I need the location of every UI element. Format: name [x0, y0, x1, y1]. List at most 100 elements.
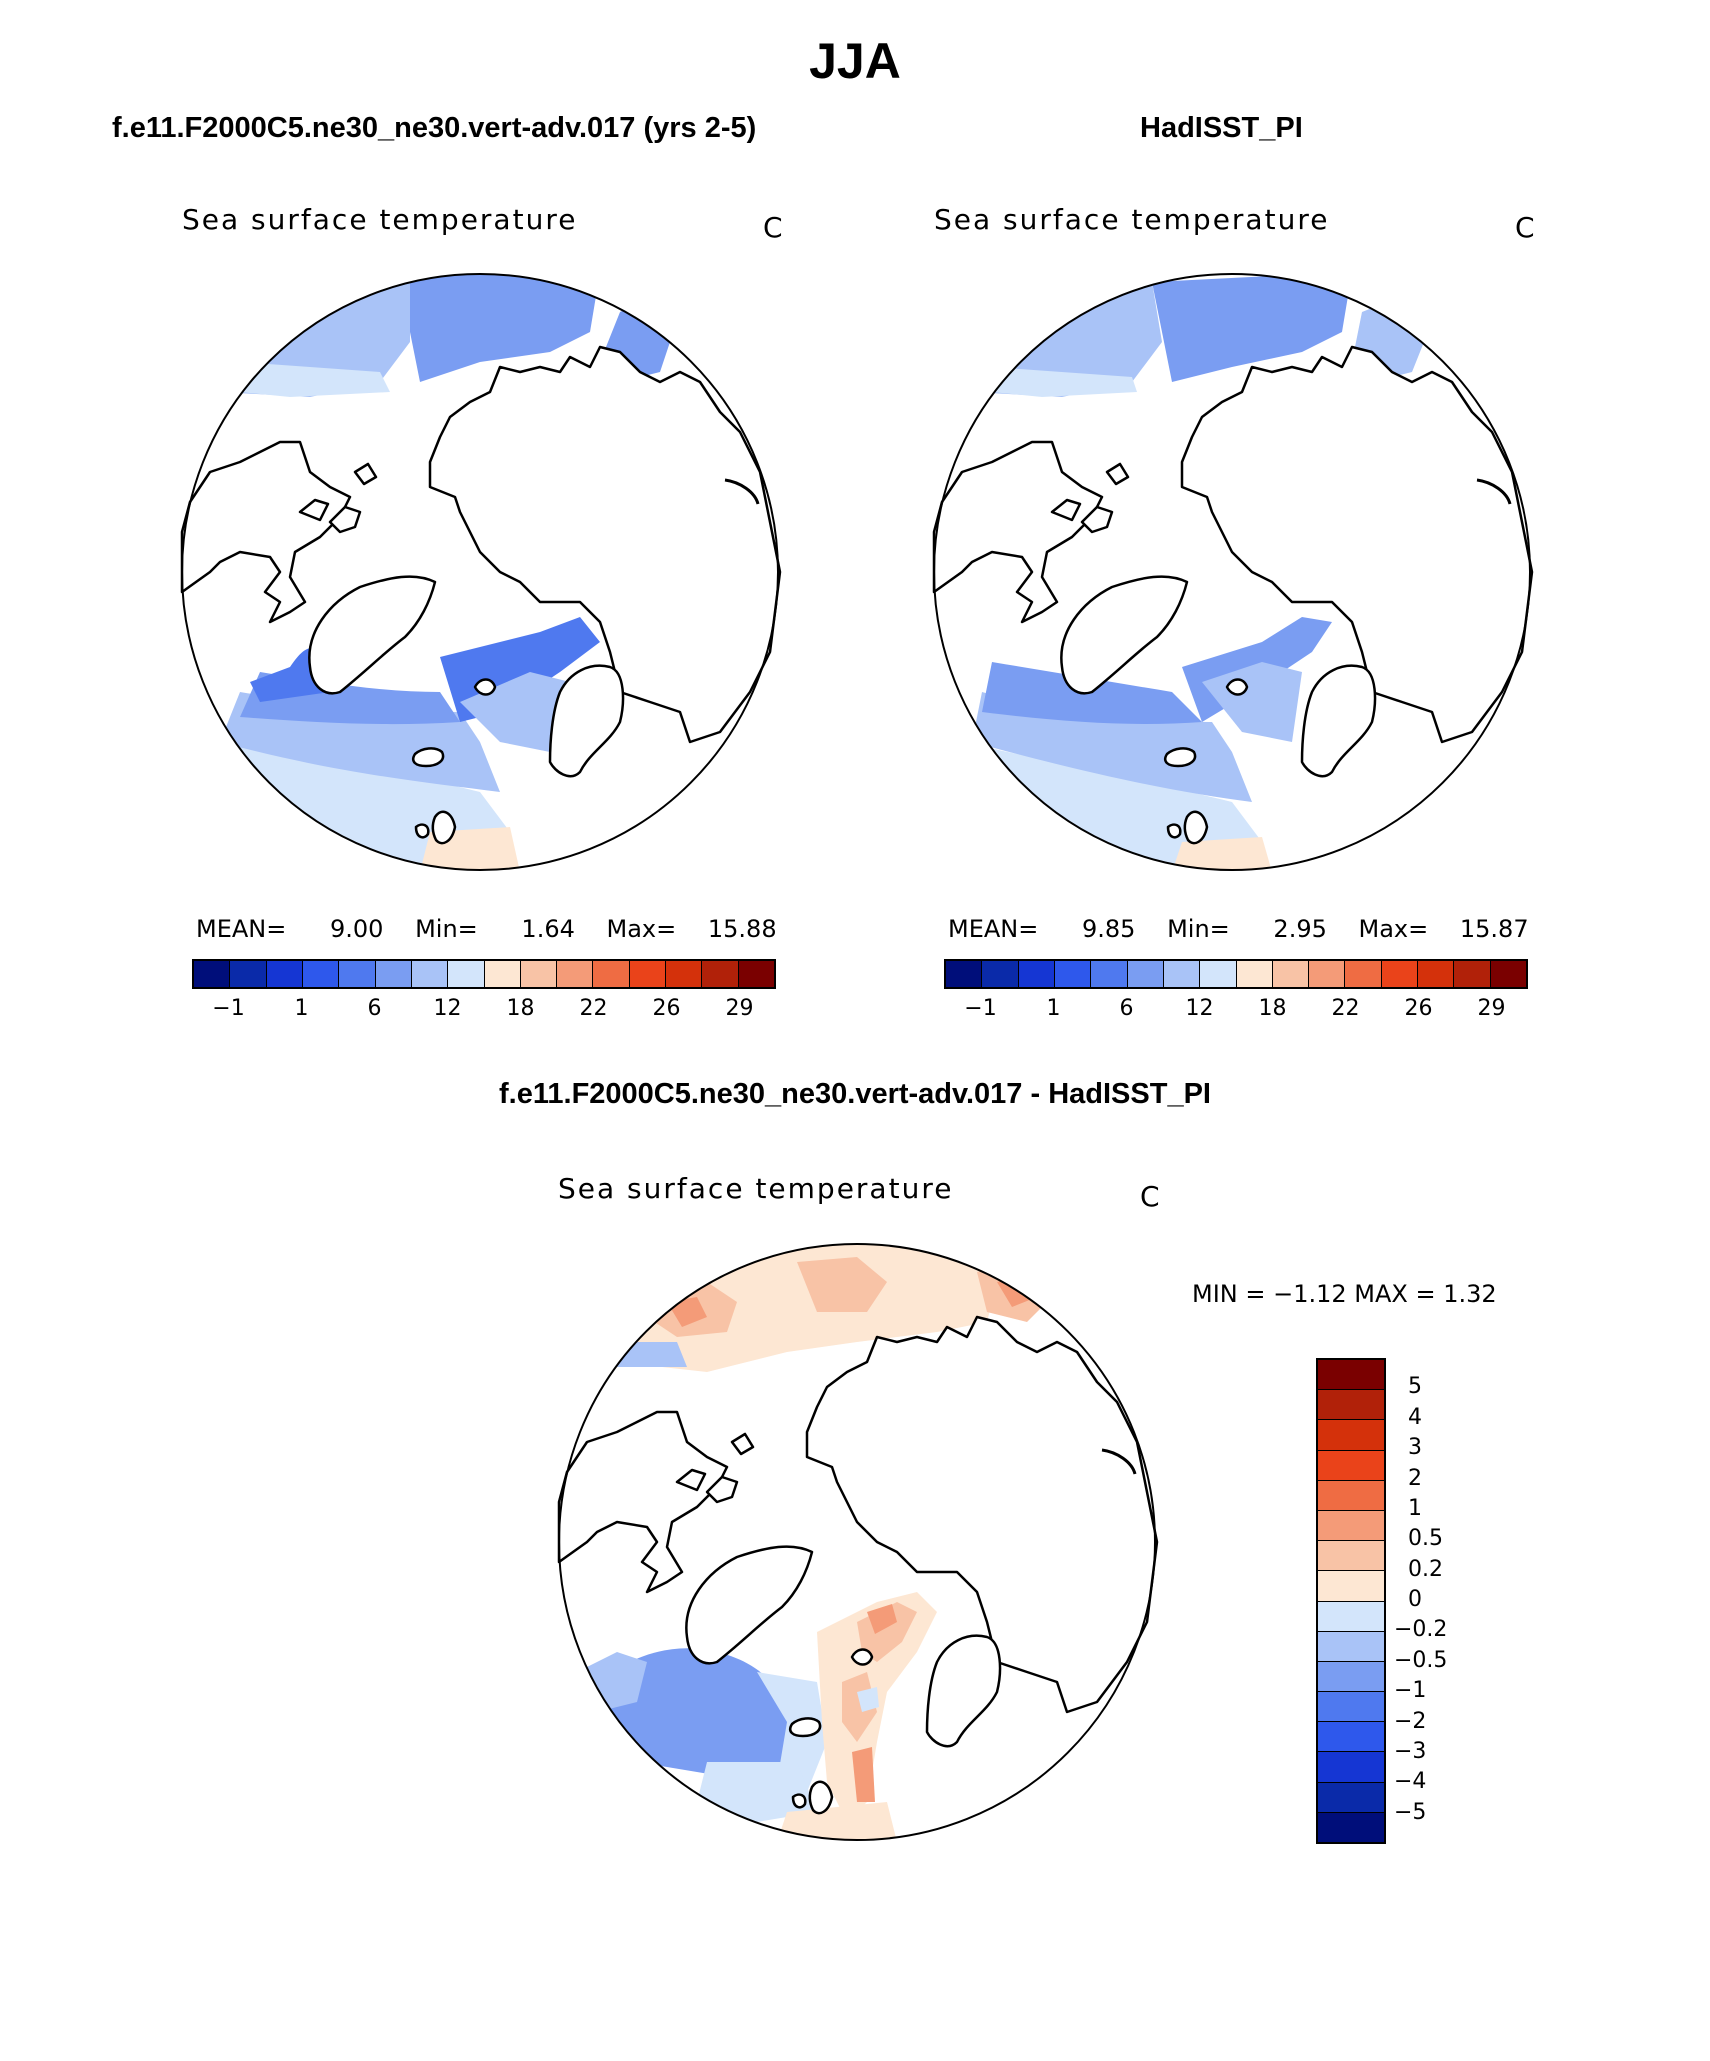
obs-colorbar-tick-label: 29 [1477, 996, 1506, 1021]
model-colorbar-swatch [448, 961, 485, 987]
model-min-value: 1.64 [521, 915, 575, 943]
model-case-title: f.e11.F2000C5.ne30_ne30.vert-adv.017 (yr… [112, 112, 757, 144]
obs-colorbar [944, 959, 1528, 989]
obs-colorbar-swatch [982, 961, 1019, 987]
model-polar-map [180, 273, 782, 871]
obs-panel-variable: Sea surface temperature [934, 203, 1330, 236]
diff-colorbar-tick-label: 0 [1408, 1587, 1422, 1612]
model-map-border [181, 273, 779, 871]
obs-max-label: Max= [1358, 915, 1429, 943]
diff-alaska-coast [1101, 1448, 1137, 1475]
diff-colorbar-swatch [1318, 1782, 1384, 1813]
diff-colorbar-tick-label: 0.2 [1408, 1556, 1443, 1582]
model-alaska-coast [724, 478, 760, 505]
obs-mean-value: 9.85 [1082, 915, 1136, 943]
diff-polar-map [557, 1243, 1159, 1841]
obs-colorbar-tick-label: 6 [1119, 996, 1134, 1021]
model-max-value: 15.88 [707, 915, 777, 943]
model-colorbar-swatch [557, 961, 594, 987]
diff-colorbar-tick-label: −3 [1394, 1738, 1427, 1764]
obs-colorbar-swatch [1200, 961, 1237, 987]
model-colorbar-swatch [266, 961, 303, 987]
model-colorbar [192, 959, 776, 989]
model-colorbar-tick-label: 26 [652, 996, 681, 1021]
obs-min-value: 2.95 [1273, 915, 1327, 943]
obs-colorbar-tick-label: 12 [1185, 996, 1214, 1021]
obs-coastlines [932, 345, 1534, 845]
diff-coastlines [557, 1315, 1159, 1815]
obs-colorbar-swatch [1454, 961, 1491, 987]
diff-colorbar-tick-label: 1 [1408, 1495, 1422, 1521]
model-colorbar-swatch [702, 961, 739, 987]
diff-colorbar-swatch [1318, 1360, 1384, 1391]
diff-case-title: f.e11.F2000C5.ne30_ne30.vert-adv.017 - H… [499, 1078, 1211, 1110]
obs-colorbar-swatch [1018, 961, 1055, 987]
diff-colorbar-tick-label: 2 [1408, 1465, 1422, 1491]
diff-colorbar-tick-label: −5 [1394, 1799, 1427, 1825]
diff-colorbar-swatch [1318, 1541, 1384, 1572]
diff-colorbar [1316, 1358, 1386, 1844]
diff-colorbar-swatch [1318, 1420, 1384, 1451]
model-colorbar-tick-label: 18 [506, 996, 535, 1021]
model-colorbar-tick-label: 12 [433, 996, 462, 1021]
model-colorbar-swatch [484, 961, 521, 987]
obs-colorbar-swatch [1381, 961, 1419, 987]
model-colorbar-swatch [520, 961, 558, 987]
diff-colorbar-tick-label: 0.5 [1408, 1526, 1443, 1552]
obs-max-value: 15.87 [1459, 915, 1529, 943]
model-panel-variable: Sea surface temperature [182, 203, 578, 236]
obs-colorbar-swatch [1127, 961, 1164, 987]
obs-colorbar-swatch [1091, 961, 1128, 987]
obs-colorbar-ticks: −1 1 6 12 18 22 26 29 [944, 996, 1528, 1026]
model-colorbar-swatch [230, 961, 267, 987]
obs-min-label: Min= [1167, 915, 1230, 943]
model-colorbar-tick-label: 29 [725, 996, 754, 1021]
model-stats: MEAN= 9.00 Min= 1.64 Max= 15.88 [196, 915, 777, 943]
obs-stats: MEAN= 9.85 Min= 2.95 Max= 15.87 [948, 915, 1529, 943]
obs-colorbar-swatch [1490, 961, 1526, 987]
model-max-label: Max= [606, 915, 677, 943]
obs-colorbar-swatch [1236, 961, 1273, 987]
diff-colorbar-swatch [1318, 1722, 1384, 1753]
model-coastlines [180, 345, 782, 845]
diff-colorbar-tick-label: −2 [1394, 1708, 1427, 1734]
obs-colorbar-swatch [1345, 961, 1382, 987]
diff-colorbar-swatch [1318, 1450, 1384, 1481]
diff-colorbar-swatch [1318, 1571, 1384, 1602]
obs-colorbar-swatch [1272, 961, 1310, 987]
model-min-label: Min= [415, 915, 478, 943]
obs-map-border [933, 273, 1531, 871]
obs-case-title: HadISST_PI [1140, 112, 1303, 144]
obs-colorbar-tick-label: 26 [1404, 996, 1433, 1021]
diff-colorbar-tick-label: 4 [1408, 1404, 1422, 1430]
diff-colorbar-swatch [1318, 1390, 1384, 1421]
diff-colorbar-tick-label: −1 [1394, 1678, 1427, 1704]
obs-colorbar-swatch [1418, 961, 1455, 987]
model-colorbar-swatch [375, 961, 412, 987]
obs-polar-map [932, 273, 1534, 871]
obs-alaska-coast [1476, 478, 1512, 505]
diff-colorbar-tick-label: 3 [1408, 1435, 1422, 1461]
figure-title: JJA [809, 33, 901, 89]
model-colorbar-swatch [629, 961, 667, 987]
diff-minmax: MIN = −1.12 MAX = 1.32 [1192, 1280, 1497, 1308]
model-colorbar-ticks: −1 1 6 12 18 22 26 29 [192, 996, 776, 1026]
model-colorbar-tick-label: 6 [367, 996, 382, 1021]
diff-colorbar-swatch [1318, 1692, 1384, 1723]
obs-colorbar-swatch [946, 961, 983, 987]
obs-colorbar-tick-label: 22 [1331, 996, 1360, 1021]
model-colorbar-tick-label: 1 [294, 996, 309, 1021]
model-colorbar-swatch [194, 961, 231, 987]
model-colorbar-swatch [593, 961, 630, 987]
diff-map-border [558, 1243, 1156, 1841]
obs-colorbar-swatch [1054, 961, 1092, 987]
diff-colorbar-swatch [1318, 1510, 1384, 1542]
obs-colorbar-tick-label: 18 [1258, 996, 1287, 1021]
obs-panel-unit: C [1515, 211, 1535, 244]
model-panel-unit: C [763, 211, 783, 244]
diff-colorbar-swatch [1318, 1631, 1384, 1662]
obs-colorbar-tick-label: −1 [964, 996, 997, 1021]
diff-colorbar-swatch [1318, 1661, 1384, 1693]
model-colorbar-swatch [738, 961, 774, 987]
diff-panel-variable: Sea surface temperature [558, 1172, 954, 1205]
